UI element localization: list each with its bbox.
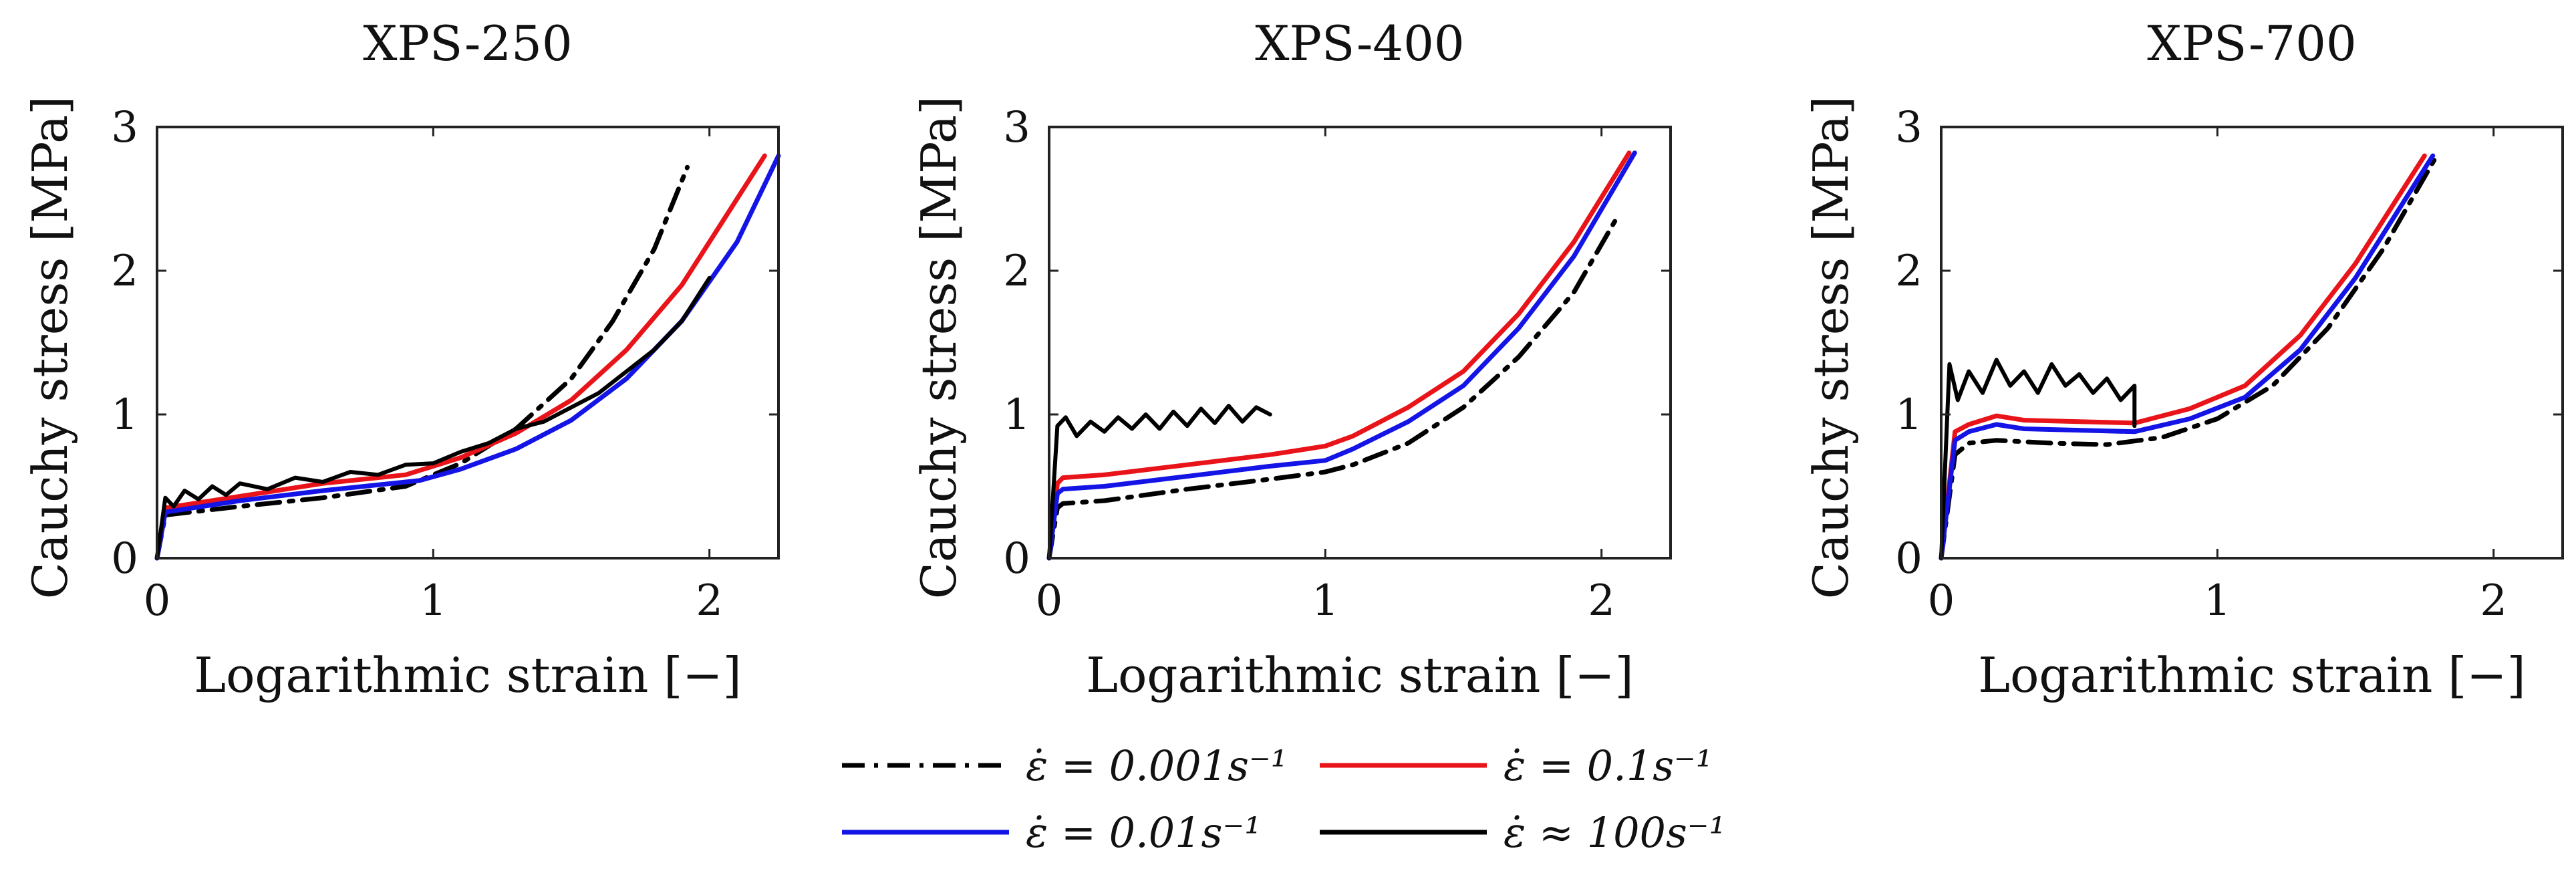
- x-tick-label: 2: [2480, 576, 2507, 626]
- series-line-0_1: [1939, 153, 2427, 561]
- panel-xps-400: XPS-400 Logarithmic strain [−] Cauchy st…: [911, 15, 1672, 703]
- y-tick-label: 2: [111, 247, 138, 296]
- series-line-100: [1939, 358, 2137, 560]
- y-tick-label: 1: [1003, 390, 1030, 440]
- x-tick-label: 0: [1036, 576, 1063, 626]
- plot-frame: [1940, 126, 2564, 560]
- series-line-0_01: [1046, 150, 1637, 561]
- x-tick-label: 1: [2204, 576, 2231, 626]
- series-line-100: [155, 275, 712, 560]
- series-line-0_01: [154, 153, 781, 561]
- legend-label-0_1: ε̇ = 0.1s⁻¹: [1504, 741, 1713, 790]
- series-line-0_001: [154, 164, 690, 561]
- y-axis-label: Cauchy stress [MPa]: [22, 96, 78, 599]
- y-tick-label: 3: [1895, 103, 1922, 152]
- x-tick-label: 1: [1312, 576, 1339, 626]
- y-tick-label: 0: [111, 534, 138, 584]
- chart-title: XPS-250: [363, 15, 572, 72]
- chart-title: XPS-400: [1255, 15, 1464, 72]
- y-tick-label: 3: [1003, 103, 1030, 152]
- series-line-0_1: [154, 153, 767, 561]
- y-axis-label: Cauchy stress [MPa]: [911, 96, 967, 599]
- legend-label-0_01: ε̇ = 0.01s⁻¹: [1026, 808, 1261, 857]
- y-tick-label: 1: [111, 390, 138, 440]
- series-line-0_01: [1939, 153, 2436, 561]
- legend-label-100: ε̇ ≈ 100s⁻¹: [1504, 808, 1725, 857]
- x-tick-label: 2: [696, 576, 723, 626]
- chart-title: XPS-700: [2147, 15, 2356, 72]
- y-tick-label: 1: [1895, 390, 1922, 440]
- plot-frame: [156, 126, 780, 560]
- x-axis-label: Logarithmic strain [−]: [1086, 647, 1633, 703]
- series-line-100: [1047, 404, 1272, 560]
- legend-label-0_001: ε̇ = 0.001s⁻¹: [1026, 741, 1288, 790]
- x-tick-label: 0: [1928, 576, 1955, 626]
- legend-box: [819, 727, 1747, 864]
- series-line-0_1: [1046, 150, 1632, 561]
- y-tick-label: 0: [1895, 534, 1922, 584]
- legend: ε̇ = 0.001s⁻¹ ε̇ = 0.1s⁻¹ ε̇ = 0.01s⁻¹ ε̇ ≈…: [819, 727, 1747, 864]
- y-tick-label: 2: [1003, 247, 1030, 296]
- x-tick-label: 2: [1588, 576, 1615, 626]
- y-tick-label: 0: [1003, 534, 1030, 584]
- series-line-0_001: [1939, 150, 2441, 561]
- x-tick-label: 0: [144, 576, 171, 626]
- series-line-0_001: [1046, 218, 1618, 561]
- x-tick-label: 1: [420, 576, 447, 626]
- x-axis-label: Logarithmic strain [−]: [194, 647, 741, 703]
- panel-xps-250: XPS-250 Logarithmic strain [−] Cauchy st…: [22, 15, 781, 703]
- plot-frame: [1048, 126, 1672, 560]
- y-tick-label: 2: [1895, 247, 1922, 296]
- panel-xps-700: XPS-700 Logarithmic strain [−] Cauchy st…: [1803, 15, 2564, 703]
- y-tick-label: 3: [111, 103, 138, 152]
- x-axis-label: Logarithmic strain [−]: [1978, 647, 2525, 703]
- y-axis-label: Cauchy stress [MPa]: [1803, 96, 1859, 599]
